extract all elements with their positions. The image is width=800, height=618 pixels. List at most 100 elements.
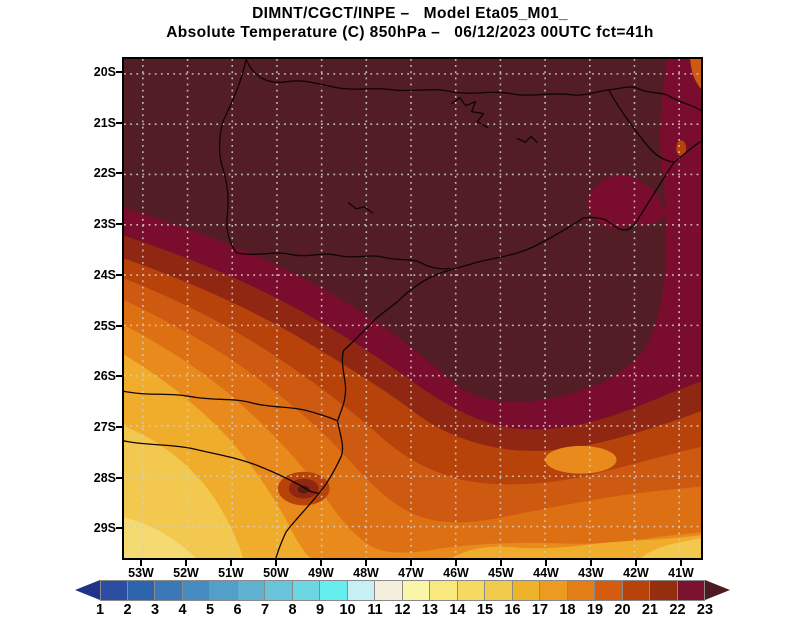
colorbar-cell [540,581,568,600]
temp-corner-15-16 [640,538,701,558]
lon-label: 45W [488,566,514,580]
colorbar-cell [375,581,403,600]
lat-label: 29S [93,521,116,536]
colorbar-tick-label: 7 [260,602,270,618]
reservoir-squiggle-2 [516,135,538,143]
graticule-grid [124,59,701,558]
colorbar-tick-label: 3 [150,602,160,618]
colorbar-cell [182,581,210,600]
colorbar-cell [127,581,155,600]
temp-strip-16-17 [451,535,701,558]
lon-tick [635,560,637,566]
lat-tick [116,71,122,73]
temp-band-15-16 [124,426,244,558]
lat-label: 20S [93,65,116,79]
lon-tick [230,560,232,566]
colorbar-tick-label: 9 [315,602,325,618]
lon-label: 47W [398,566,424,580]
coastline-borders-group [124,59,701,558]
lat-tick [116,476,122,479]
chart-titles: DIMNT/CGCT/INPE – Model Eta05_M01_ Absol… [10,4,800,42]
lon-tick [275,560,277,566]
lon-label: 49W [308,566,334,580]
reservoir-squiggle-1 [451,97,489,129]
chart-title: DIMNT/CGCT/INPE – Model Eta05_M01_ [252,5,568,22]
coastline [275,140,701,558]
colorbar-cell [457,581,485,600]
lat-tick [116,223,122,226]
temp-band-14-15 [124,517,196,558]
lon-tick [590,560,592,566]
border-sc-rs [124,440,320,495]
lat-label: 23S [93,217,116,232]
lon-label: 42W [623,566,649,580]
lat-label: 27S [93,419,116,434]
lat-label: 21S [93,115,116,130]
colorbar-cell [485,581,513,600]
colorbar-cell [100,581,128,600]
temperature-field-svg [124,59,701,558]
temp-blob-22-23-coast [587,175,667,229]
lat-tick [116,425,122,428]
colorbar-cell [347,581,375,600]
lon-tick [320,560,322,566]
lat-tick [116,527,122,530]
colorbar-cell [292,581,320,600]
colorbar [100,580,705,601]
lon-label: 50W [263,566,289,580]
reservoir-squiggle-3 [347,202,373,214]
border-east-diagonal [607,89,675,163]
colorbar-tick-label: 4 [178,602,187,618]
warm-spot-core [297,485,310,494]
colorbar-tick-label: 6 [233,602,242,618]
lon-label: 41W [668,566,694,580]
colorbar-tick-label: 16 [504,602,521,618]
lon-tick [500,560,502,566]
lon-tick [680,560,682,566]
colorbar-tick-label: 11 [367,602,383,618]
lon-label: 43W [578,566,604,580]
lat-label: 25S [93,318,116,333]
lon-label: 52W [173,566,199,580]
colorbar-tick-label: 19 [586,602,604,618]
border-paranapanema [235,251,451,270]
colorbar-tick-label: 23 [696,602,714,618]
colorbar-overflow-arrow [705,580,730,600]
lat-label: 26S [93,369,116,384]
chart-subtitle: Absolute Temperature (C) 850hPa – 06/12/… [166,24,654,41]
colorbar-tick-label: 8 [288,602,297,618]
lat-label: 24S [93,267,116,282]
lon-label: 51W [218,566,244,580]
colorbar-cell [402,581,430,600]
border-west-river [218,59,247,254]
lat-tick [116,375,122,378]
colorbar-tick-label: 15 [476,602,494,618]
lon-label: 53W [128,566,154,580]
colorbar-cell [677,581,705,600]
lon-tick [545,560,547,566]
colorbar-cell [155,581,183,600]
colorbar-tick-label: 5 [205,602,215,618]
colorbar-tick-label: 10 [339,602,356,618]
colorbar-tick-label: 18 [559,602,576,618]
colorbar-tick-label: 1 [95,602,105,618]
temp-patch-17-18 [545,445,617,474]
colorbar-tick-label: 13 [421,602,439,618]
colorbar-cell [430,581,458,600]
colorbar-tick-label: 2 [123,602,132,618]
colorbar-cell [512,581,540,600]
lon-label: 44W [533,566,559,580]
colorbar-tick-label: 22 [669,602,686,618]
lon-tick [185,560,187,566]
lon-label: 46W [443,566,469,580]
colorbar-underflow-arrow [75,580,100,600]
colorbar-cell [650,581,678,600]
lat-tick [116,273,122,276]
map-plot-area [122,57,703,560]
lon-label: 48W [353,566,379,580]
colorbar-cell [595,581,623,600]
colorbar-cell [320,581,348,600]
lon-tick [140,560,142,566]
colorbar-tick-label: 14 [449,602,466,618]
